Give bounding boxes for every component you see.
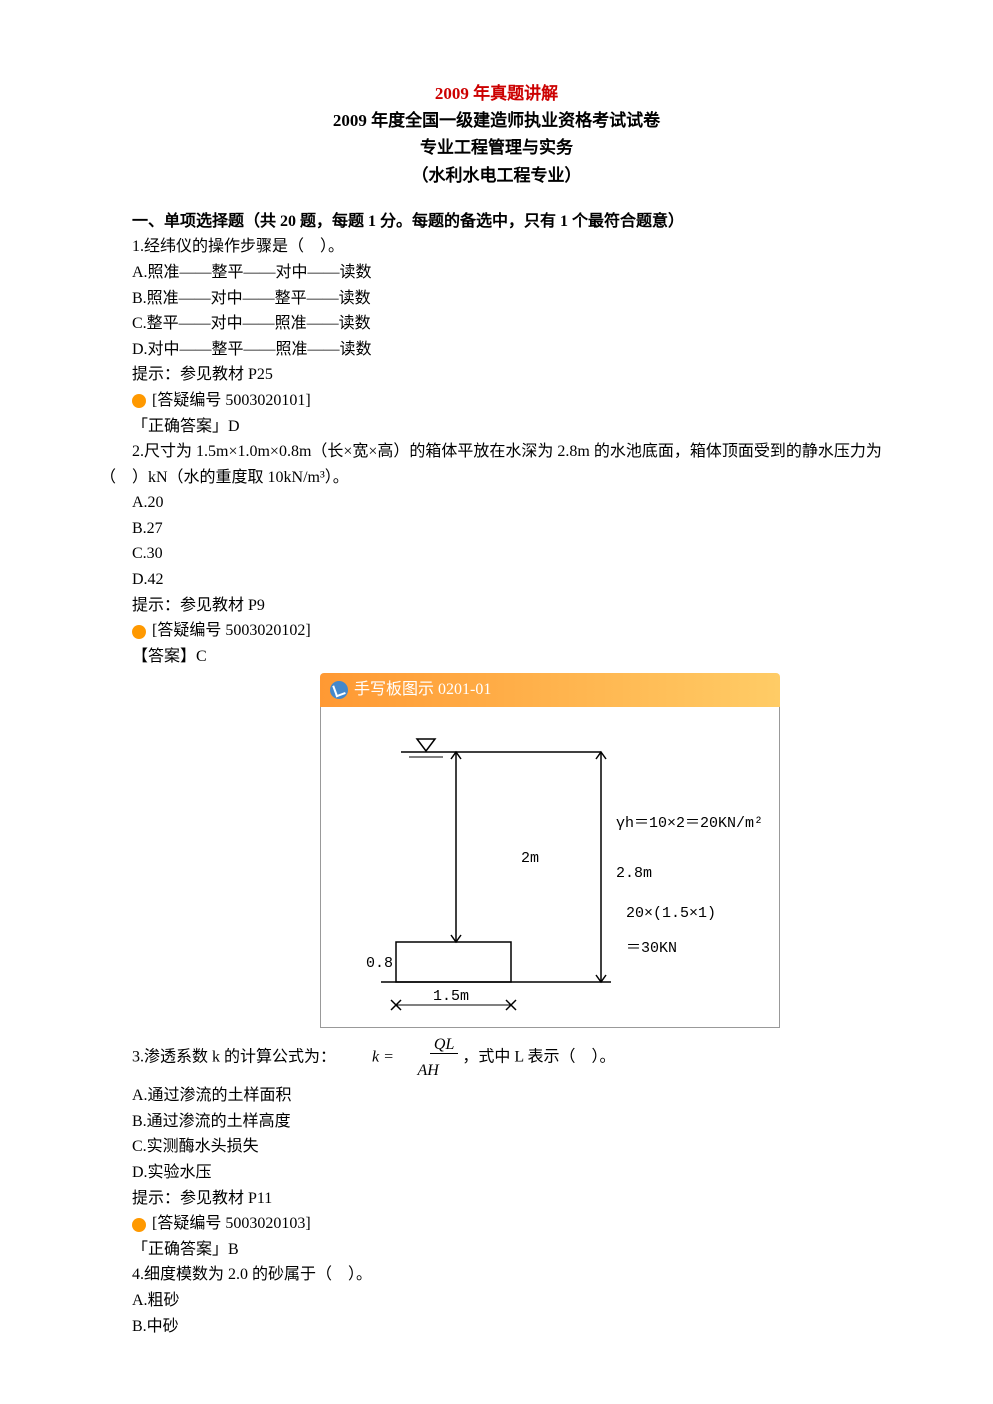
q2-qa-line: ? [答疑编号 5003020102] [100,618,893,644]
q1-optA: A.照准——整平——对中——读数 [100,260,893,286]
q1-answer: 「正确答案」D [100,414,893,440]
label-2.8m: 2.8m [616,865,652,882]
formula-eq: = [379,1048,398,1065]
q2-qa-no: [答疑编号 5003020102] [152,622,311,639]
q2-optD: D.42 [100,567,893,593]
formula-den: AH [413,1062,442,1079]
q4-stem: 4.细度模数为 2.0 的砂属于（ ）。 [100,1262,893,1288]
q2-answer: 【答案】C [100,644,893,670]
label-2m: 2m [521,850,539,867]
q2-stem: 2.尺寸为 1.5m×1.0m×0.8m（长×宽×高）的箱体平放在水深为 2.8… [100,439,893,490]
label-1.5m: 1.5m [433,988,469,1005]
q2-hint: 提示：参见教材 P9 [100,593,893,619]
title-line4: （水利水电工程专业） [100,162,893,189]
q2-optC: C.30 [100,541,893,567]
q3-optA: A.通过渗流的土样面积 [100,1083,893,1109]
formula-fraction: QL AH [398,1032,458,1083]
q1-qa-no: [答疑编号 5003020101] [152,392,311,409]
q1-optC: C.整平——对中——照准——读数 [100,311,893,337]
q3-stem-pre: 3.渗透系数 k 的计算公式为： [132,1048,336,1065]
title-line3: 专业工程管理与实务 [100,134,893,161]
q1-qa-line: ? [答疑编号 5003020101] [100,388,893,414]
label-0.8: 0.8 [366,955,393,972]
q3-answer: 「正确答案」B [100,1237,893,1263]
q3-optD: D.实验水压 [100,1160,893,1186]
q1-hint: 提示：参见教材 P25 [100,362,893,388]
formula-num: QL [430,1036,458,1054]
question-mark-icon: ? [132,1218,146,1232]
q3-optC: C.实测酶水头损失 [100,1134,893,1160]
diagram-box: 手写板图示 0201-01 [320,673,780,1028]
q4-optB: B.中砂 [100,1314,893,1340]
label-calc3: ＝30KN [626,940,677,957]
diagram-header-text: 手写板图示 0201-01 [354,677,491,703]
q1-optD: D.对中——整平——照准——读数 [100,337,893,363]
title-red: 2009 年真题讲解 [100,80,893,107]
q4-optA: A.粗砂 [100,1288,893,1314]
q3-hint: 提示：参见教材 P11 [100,1186,893,1212]
q3-formula: k = QLAH [340,1032,458,1083]
q1-optB: B.照准——对中——整平——读数 [100,286,893,312]
diagram-svg: 2m 0.8 1.5m 2.8m γh＝10×2＝20KN/m² 20×(1.5… [321,707,779,1025]
q3-stem-post: ，式中 L 表示（ ）。 [462,1048,615,1065]
question-mark-icon: ? [132,625,146,639]
q3-qa-no: [答疑编号 5003020103] [152,1215,311,1232]
diagram-header: 手写板图示 0201-01 [320,673,780,707]
section1-header: 一、单项选择题（共 20 题，每题 1 分。每题的备选中，只有 1 个最符合题意… [100,209,893,235]
water-triangle-icon [417,739,435,751]
diagram-body: 2m 0.8 1.5m 2.8m γh＝10×2＝20KN/m² 20×(1.5… [320,707,780,1028]
q3-stem: 3.渗透系数 k 的计算公式为： k = QLAH ，式中 L 表示（ ）。 [100,1032,893,1083]
q2-optB: B.27 [100,516,893,542]
pencil-icon [330,681,348,699]
label-calc2: 20×(1.5×1) [626,905,716,922]
q1-stem: 1.经纬仪的操作步骤是（ ）。 [100,234,893,260]
q3-optB: B.通过渗流的土样高度 [100,1109,893,1135]
q2-optA: A.20 [100,490,893,516]
question-mark-icon: ? [132,394,146,408]
q3-qa-line: ? [答疑编号 5003020103] [100,1211,893,1237]
title-line2: 2009 年度全国一级建造师执业资格考试试卷 [100,107,893,134]
label-calc1: γh＝10×2＝20KN/m² [616,815,763,832]
